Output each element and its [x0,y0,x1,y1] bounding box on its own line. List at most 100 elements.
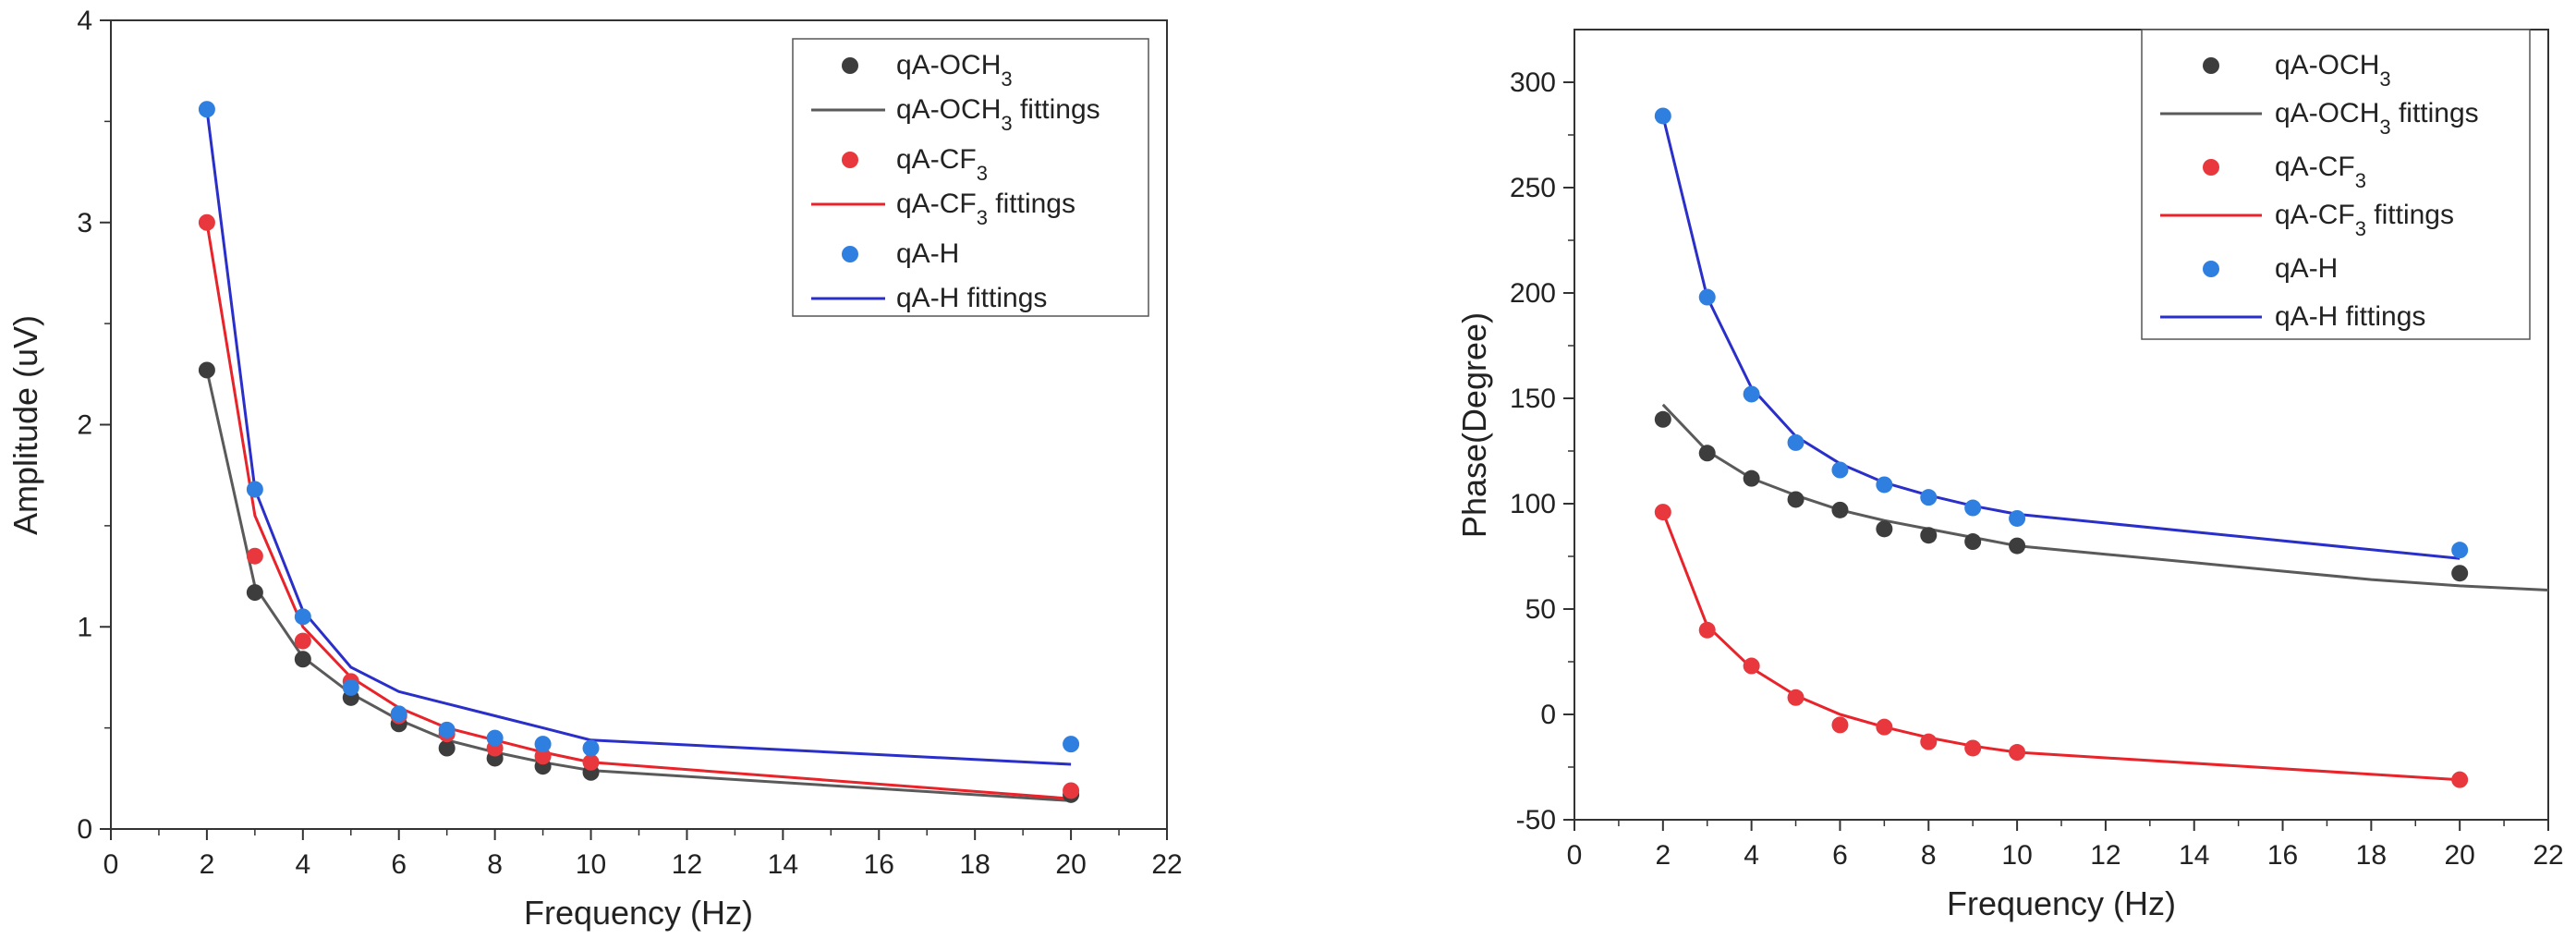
phase-legend-marker-qa-cf3 [2203,159,2219,176]
phase-x-tick-label: 14 [2179,840,2209,871]
amplitude-x-tick-label: 14 [768,849,798,880]
phase-point-qa-h [2009,509,2026,527]
amplitude-point-qa-cf3 [246,547,263,565]
amplitude-y-tick-label: 2 [77,410,92,441]
amplitude-point-qa-och3 [246,584,263,602]
phase-point-qa-cf3 [2451,771,2469,788]
phase-y-tick-label: 250 [1510,173,1556,203]
amplitude-legend-marker-qa-cf3 [842,152,858,168]
amplitude-legend-label-qa-h-fittings: qA-H fittings [896,283,1047,313]
amplitude-fit-line-qa-cf3-fittings [205,222,1072,800]
amplitude-x-tick-label: 2 [200,849,215,880]
amplitude-point-qa-och3 [294,651,311,668]
phase-y-tick-label: -50 [1516,805,1556,835]
amplitude-point-qa-h [534,736,552,753]
amplitude-x-tick-label: 0 [103,849,119,880]
phase-point-qa-och3 [1787,491,1804,508]
phase-point-qa-cf3 [1654,504,1671,521]
phase-legend-frame [2141,29,2531,340]
phase-y-tick-label: 200 [1510,278,1556,309]
phase-y-tick-label: 300 [1510,67,1556,98]
phase-point-qa-cf3 [1787,689,1804,706]
amplitude-point-qa-cf3 [198,213,215,231]
phase-point-qa-och3 [1698,445,1716,462]
amplitude-legend-marker-qa-och3 [842,57,858,74]
amplitude-x-tick-label: 22 [1151,849,1182,880]
phase-series [1654,107,2549,788]
phase-chart: 0 2 4 6 8 10 12 14 16 18 20 22 -50 0 50 100 150 200 250 300… [1455,29,2564,922]
phase-point-qa-cf3 [2009,744,2026,762]
amplitude-y-tick-label: 1 [77,612,92,642]
phase-point-qa-cf3 [1920,733,1938,750]
phase-y-tick-label: 100 [1510,489,1556,519]
phase-point-qa-h [1876,476,1893,494]
phase-point-qa-och3 [1831,501,1849,518]
amplitude-point-qa-cf3 [582,753,600,771]
phase-point-qa-h [1964,499,1982,517]
phase-x-tick-label: 20 [2444,840,2474,871]
phase-point-qa-h [2451,542,2469,559]
phase-point-qa-h [1787,433,1804,451]
amplitude-legend-label-qa-h: qA-H [896,238,959,269]
phase-point-qa-och3 [1743,469,1760,487]
phase-point-qa-cf3 [1964,739,1982,757]
phase-legend: qA-OCH3 qA-OCH3 fittings qA-CF3 qA-CF3 fitt… [2141,29,2531,340]
amplitude-point-qa-och3 [198,361,215,379]
phase-x-tick-label: 0 [1567,840,1583,871]
phase-y-tick-label: 50 [1525,594,1556,625]
amplitude-x-tick-label: 4 [295,849,310,880]
amplitude-legend-marker-qa-h [842,246,858,262]
amplitude-legend-label-qa-cf3: qA-CF3 [896,144,988,185]
amplitude-fit-line-qa-och3-fittings [205,370,1072,802]
phase-x-tick-label: 16 [2267,840,2298,871]
phase-x-tick-label: 8 [1921,840,1937,871]
phase-point-qa-h [1698,288,1716,306]
phase-legend-label-qa-h: qA-H [2275,253,2338,284]
amplitude-y-tick-label: 3 [77,208,92,238]
amplitude-point-qa-cf3 [294,632,311,650]
phase-legend-label-qa-cf3: qA-CF3 [2275,152,2366,192]
phase-x-tick-label: 22 [2533,840,2563,871]
phase-y-tick-label: 150 [1510,384,1556,414]
amplitude-point-qa-h [486,729,504,747]
amplitude-x-tick-label: 18 [959,849,990,880]
phase-x-axis-title: Frequency (Hz) [1947,884,2176,922]
amplitude-point-qa-cf3 [534,748,552,765]
phase-point-qa-cf3 [1743,657,1760,675]
amplitude-point-qa-h [438,721,456,738]
amplitude-legend-label-qa-och3-fittings: qA-OCH3 fittings [896,94,1100,135]
amplitude-x-axis-title: Frequency (Hz) [524,894,753,932]
phase-legend-marker-qa-h [2203,261,2219,277]
amplitude-legend-label-qa-cf3-fittings: qA-CF3 fittings [896,189,1075,229]
amplitude-y-tick-label: 0 [77,814,92,845]
amplitude-point-qa-h [198,101,215,118]
phase-point-qa-h [1654,107,1671,125]
phase-ticks: 0 2 4 6 8 10 12 14 16 18 20 22 -50 0 50 100 150 200 250 300 [1510,67,2564,871]
amplitude-legend-frame [792,38,1149,317]
phase-x-tick-label: 4 [1744,840,1759,871]
amplitude-point-qa-h [294,608,311,626]
amplitude-fit-line-qa-h-fittings [205,109,1072,766]
phase-legend-label-qa-h-fittings: qA-H fittings [2275,301,2425,332]
amplitude-y-tick-label: 4 [77,6,92,36]
amplitude-point-qa-h [246,481,263,498]
amplitude-point-qa-h [582,739,600,757]
phase-x-tick-label: 2 [1655,840,1671,871]
phase-point-qa-cf3 [1876,718,1893,736]
phase-point-qa-h [1743,385,1760,403]
phase-y-axis-title: Phase(Degree) [1455,312,1493,538]
phase-point-qa-h [1920,489,1938,506]
amplitude-x-tick-label: 8 [487,849,503,880]
phase-point-qa-h [1831,461,1849,479]
phase-point-qa-och3 [1920,527,1938,544]
amplitude-point-qa-cf3 [1063,782,1080,799]
amplitude-x-tick-label: 20 [1055,849,1086,880]
amplitude-legend-label-qa-och3: qA-OCH3 [896,50,1013,91]
phase-y-tick-label: 0 [1540,700,1556,730]
phase-point-qa-och3 [1964,533,1982,551]
phase-fit-line-qa-h-fittings [1661,116,2461,560]
